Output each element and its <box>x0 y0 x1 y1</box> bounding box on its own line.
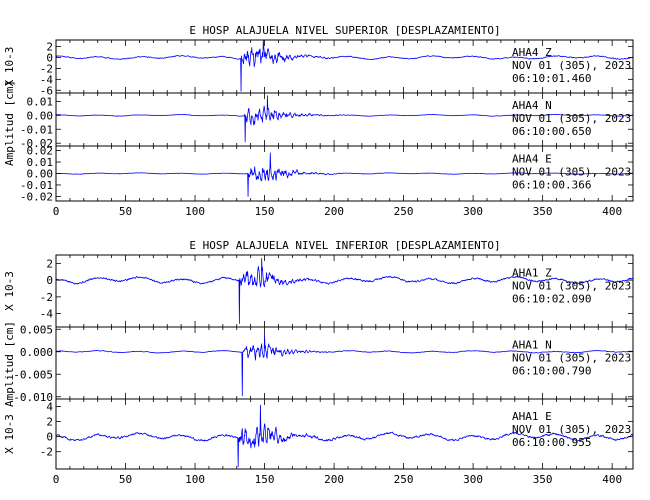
y-tick-label: 0 <box>46 431 53 444</box>
y-tick-label: -0.02 <box>20 137 53 150</box>
waveform-trace <box>55 152 634 197</box>
station-time: 06:10:01.460 <box>512 72 591 85</box>
y-axis-label: Amplitud [cm] <box>3 321 16 407</box>
y-tick-label: 2 <box>46 257 53 270</box>
y-tick-label: 0.01 <box>27 156 54 169</box>
scale-multiplier: X 10-3 <box>3 414 16 454</box>
y-tick-label: -4 <box>40 308 54 321</box>
y-tick-label: -2 <box>40 446 53 459</box>
y-tick-label: 0.00 <box>27 168 54 181</box>
y-tick-label: 2 <box>46 416 53 429</box>
station-time: 06:10:00.366 <box>512 179 591 192</box>
station-date: NOV 01 (305), 2023 <box>512 280 631 293</box>
y-tick-label: 0.02 <box>27 145 54 158</box>
station-date: NOV 01 (305), 2023 <box>512 423 631 436</box>
y-tick-label: -2 <box>40 291 53 304</box>
x-tick-label: 250 <box>394 205 414 218</box>
y-tick-label: 0.01 <box>27 95 54 108</box>
y-tick-label: 0.00 <box>27 109 54 122</box>
station-date: NOV 01 (305), 2023 <box>512 112 631 125</box>
x-tick-label: 150 <box>255 205 275 218</box>
x-tick-label: 200 <box>324 473 344 486</box>
y-tick-label: -0.01 <box>20 179 53 192</box>
panel-frame <box>55 398 634 470</box>
x-tick-label: 100 <box>185 473 205 486</box>
top-chart-title: E HOSP ALAJUELA NIVEL SUPERIOR [DESPLAZA… <box>189 24 500 37</box>
x-tick-label: 50 <box>119 205 132 218</box>
station-label: AHA1 E <box>512 410 552 423</box>
x-tick-label: 0 <box>53 473 60 486</box>
x-tick-label: 0 <box>53 205 60 218</box>
waveform-trace <box>55 95 634 143</box>
x-tick-label: 350 <box>533 473 553 486</box>
y-tick-label: 0.005 <box>20 323 53 336</box>
station-date: NOV 01 (305), 2023 <box>512 166 631 179</box>
station-label: AHA1 N <box>512 339 552 352</box>
y-tick-label: -2 <box>40 62 53 75</box>
waveform-trace <box>55 39 634 92</box>
station-time: 06:10:00.650 <box>512 125 591 138</box>
y-tick-label: -4 <box>40 73 54 86</box>
bottom-chart-title: E HOSP ALAJUELA NIVEL INFERIOR [DESPLAZA… <box>189 239 500 252</box>
y-tick-label: -6 <box>40 84 53 97</box>
x-tick-label: 400 <box>602 205 622 218</box>
x-tick-label: 250 <box>394 473 414 486</box>
y-axis-label: Amplitud [cm] <box>3 80 16 166</box>
x-tick-label: 150 <box>255 473 275 486</box>
scale-multiplier: X 10-3 <box>3 271 16 311</box>
station-date: NOV 01 (305), 2023 <box>512 59 631 72</box>
x-tick-label: 300 <box>463 205 483 218</box>
station-time: 06:10:00.790 <box>512 365 591 378</box>
x-tick-label: 300 <box>463 473 483 486</box>
y-tick-label: 4 <box>46 401 53 414</box>
y-tick-label: -0.005 <box>13 368 53 381</box>
y-tick-label: -0.010 <box>13 391 53 404</box>
station-label: AHA4 Z <box>512 46 552 59</box>
x-tick-label: 200 <box>324 205 344 218</box>
station-label: AHA4 N <box>512 99 552 112</box>
station-label: AHA4 E <box>512 153 552 166</box>
station-label: AHA1 Z <box>512 267 552 280</box>
x-tick-label: 400 <box>602 473 622 486</box>
scale-multiplier: X 10-3 <box>3 47 16 87</box>
y-tick-label: 0 <box>46 51 53 64</box>
y-tick-label: 0 <box>46 274 53 287</box>
y-tick-label: -0.01 <box>20 123 53 136</box>
waveform-trace <box>55 404 634 468</box>
y-tick-label: 0.000 <box>20 346 53 359</box>
station-time: 06:10:02.090 <box>512 293 591 306</box>
waveform-trace <box>55 257 634 325</box>
station-time: 06:10:00.955 <box>512 436 591 449</box>
y-tick-label: -0.02 <box>20 190 53 203</box>
y-tick-label: 2 <box>46 41 53 54</box>
x-tick-label: 50 <box>119 473 132 486</box>
x-tick-label: 350 <box>533 205 553 218</box>
waveform-trace <box>55 332 634 397</box>
station-date: NOV 01 (305), 2023 <box>512 352 631 365</box>
x-tick-label: 100 <box>185 205 205 218</box>
